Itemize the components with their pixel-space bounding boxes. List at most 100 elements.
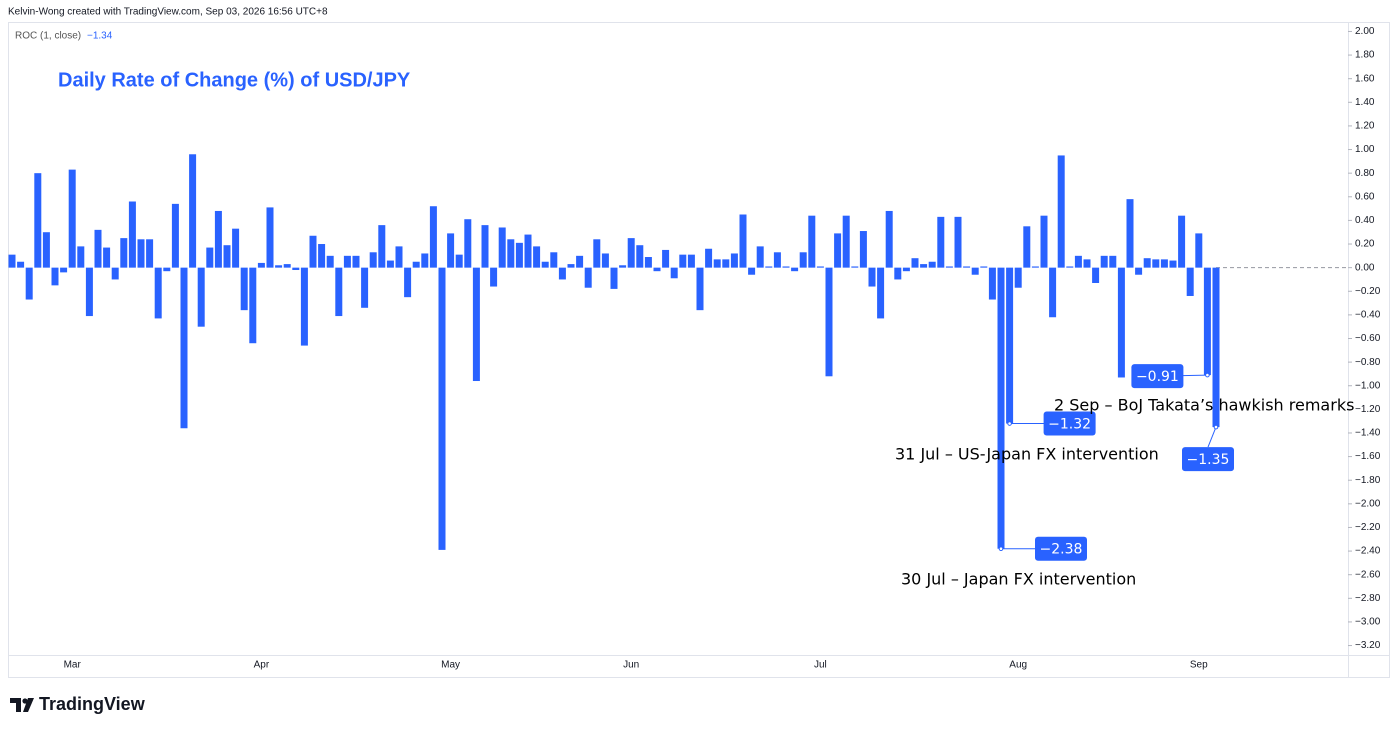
bar <box>670 267 678 279</box>
bar <box>34 173 42 268</box>
bar <box>275 265 283 268</box>
bar <box>1212 267 1220 428</box>
bar <box>980 266 988 268</box>
bar <box>696 267 704 311</box>
bar <box>679 254 687 268</box>
y-tick-label: 1.00 <box>1355 144 1375 155</box>
bar <box>997 267 1005 549</box>
bar <box>68 169 76 268</box>
bar <box>859 231 867 268</box>
y-tick-label: −2.80 <box>1355 593 1381 604</box>
bar <box>42 232 50 268</box>
y-tick-label: −0.40 <box>1355 310 1381 321</box>
bar <box>197 267 205 327</box>
bar <box>971 267 979 275</box>
logo-slash <box>23 698 34 712</box>
bar <box>1186 267 1194 296</box>
bar <box>180 267 188 429</box>
y-tick-label: −1.80 <box>1355 475 1381 486</box>
bar <box>352 255 360 268</box>
y-tick-label: −0.60 <box>1355 333 1381 344</box>
value-label: −1.32 <box>1048 417 1091 433</box>
y-tick-label: 2.00 <box>1355 26 1375 37</box>
bar <box>756 246 764 268</box>
bar <box>137 239 145 268</box>
bar <box>550 252 558 268</box>
bar <box>885 210 893 268</box>
y-tick-label: 1.80 <box>1355 50 1375 61</box>
bar <box>877 267 885 319</box>
bar <box>868 267 876 287</box>
bar <box>601 253 609 268</box>
bar <box>214 210 222 268</box>
bar <box>533 246 541 268</box>
bar <box>773 252 781 268</box>
y-tick-label: −3.00 <box>1355 617 1381 628</box>
bar <box>128 201 136 268</box>
annotation: 2 Sep – BoJ Takata’s hawkish remarks <box>1054 396 1354 415</box>
x-tick-label: May <box>441 660 460 671</box>
bar <box>189 154 197 268</box>
x-tick-label: Mar <box>64 660 82 671</box>
bar <box>799 252 807 268</box>
bar <box>610 267 618 289</box>
bar <box>567 264 575 268</box>
bar <box>309 235 317 268</box>
brand-logo <box>10 698 34 712</box>
brand: TradingView <box>39 694 146 714</box>
bar <box>361 267 369 308</box>
bar <box>816 266 824 268</box>
bar <box>1100 255 1108 268</box>
bar <box>722 259 730 268</box>
bar <box>412 261 420 268</box>
bar <box>464 219 472 268</box>
callout-dot <box>1205 372 1210 378</box>
bar <box>249 267 257 344</box>
bar <box>94 229 102 268</box>
bar <box>326 255 334 268</box>
bar <box>1117 267 1125 378</box>
bar <box>85 267 93 317</box>
bar <box>103 247 111 268</box>
bar <box>584 267 592 288</box>
y-tick-label: 1.40 <box>1355 97 1375 108</box>
bar <box>920 264 928 268</box>
bar <box>1092 267 1100 283</box>
callout-box <box>1035 536 1087 561</box>
bar <box>472 267 480 382</box>
bar <box>558 267 566 280</box>
bar <box>576 255 584 268</box>
y-tick-label: −0.80 <box>1355 357 1381 368</box>
bar <box>77 246 85 268</box>
y-tick-label: 1.20 <box>1355 121 1375 132</box>
annotation: 30 Jul – Japan FX intervention <box>901 570 1136 589</box>
bar <box>1203 267 1211 376</box>
y-tick-label: −2.20 <box>1355 522 1381 533</box>
bar <box>1066 266 1074 268</box>
bar <box>644 257 652 268</box>
bar <box>619 265 627 268</box>
bar <box>395 246 403 268</box>
bar <box>515 242 523 268</box>
bar <box>318 244 326 268</box>
bar <box>593 239 601 268</box>
callout-box <box>1043 411 1096 436</box>
bar <box>257 262 265 268</box>
bar <box>687 254 695 268</box>
bar <box>988 267 996 300</box>
bar <box>60 267 68 273</box>
bar <box>438 267 446 550</box>
bar <box>507 239 515 268</box>
bar <box>627 238 635 268</box>
indicator-value: −1.34 <box>87 31 113 42</box>
bar <box>954 216 962 268</box>
x-tick-label: Apr <box>254 660 270 671</box>
callout-dot <box>1007 421 1012 426</box>
bar <box>292 267 300 271</box>
x-tick-label: Sep <box>1190 660 1208 671</box>
bar <box>206 247 214 268</box>
bar <box>154 267 162 319</box>
bar <box>266 207 274 268</box>
